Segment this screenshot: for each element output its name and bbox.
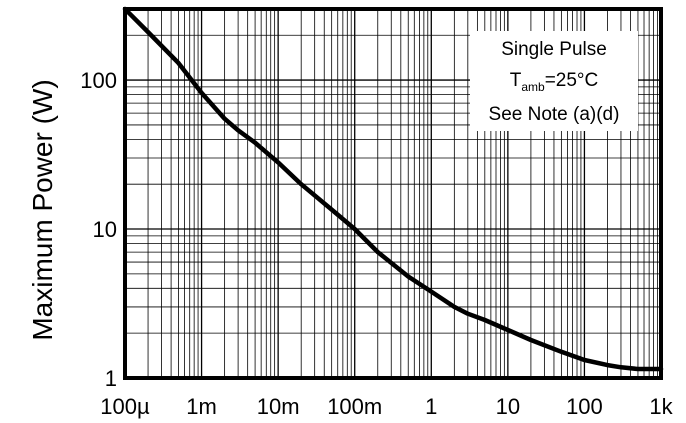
x-tick-label: 100m — [327, 394, 382, 419]
y-tick-labels: 1 10 100 — [80, 68, 117, 391]
x-tick-label: 100µ — [100, 394, 150, 419]
x-tick-label: 100 — [566, 394, 603, 419]
annotation-box: Single Pulse Tamb=25°C See Note (a)(d) — [470, 31, 638, 131]
x-tick-label: 1 — [425, 394, 437, 419]
annotation-t: T — [510, 70, 522, 91]
annotation-line-2: Tamb=25°C — [510, 70, 599, 94]
annotation-temperature: =25°C — [545, 70, 599, 91]
x-tick-label: 1m — [186, 394, 217, 419]
annotation-t-subscript: amb — [521, 80, 545, 94]
y-tick-label: 10 — [93, 217, 117, 242]
y-tick-label: 1 — [105, 366, 117, 391]
annotation-line-3: See Note (a)(d) — [489, 104, 620, 125]
annotation-background — [470, 31, 638, 131]
y-tick-label: 100 — [80, 68, 117, 93]
x-tick-labels: 100µ 1m 10m 100m 1 10 100 1k — [100, 394, 673, 419]
y-axis-title: Maximum Power (W) — [27, 79, 58, 340]
annotation-line-1: Single Pulse — [501, 39, 607, 60]
x-tick-label: 1k — [649, 394, 673, 419]
x-tick-label: 10 — [496, 394, 520, 419]
power-curve — [122, 6, 664, 372]
plot-frame — [123, 7, 663, 380]
x-tick-label: 10m — [257, 394, 300, 419]
